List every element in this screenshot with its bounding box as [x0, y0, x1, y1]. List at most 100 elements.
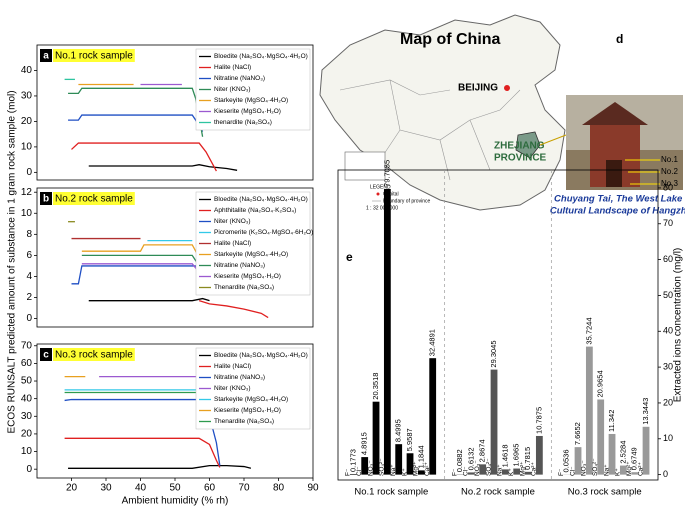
legend-item: Capital [383, 191, 399, 197]
x-tick-label: 50 [169, 483, 181, 494]
legend-box [195, 191, 311, 296]
value-label: 0.0882 [455, 449, 464, 472]
photo: No.1 No.2 No.3 Chuyang Tai, The West Lak… [550, 95, 685, 217]
x-tick-label: 70 [238, 483, 250, 494]
series-line [71, 142, 217, 172]
category-label: Ca²⁺ [424, 462, 431, 476]
y-tick-label: 40 [663, 326, 673, 336]
category-label: Na⁺ [497, 464, 504, 476]
value-label: 35.7244 [584, 317, 593, 344]
y-tick-label: 70 [21, 340, 33, 351]
bar [524, 471, 532, 475]
photo-caption: Cultural Landscape of Hangzhou [550, 206, 685, 217]
bar [406, 453, 414, 475]
value-label: 11.342 [607, 410, 616, 432]
series-line [198, 300, 269, 319]
panel-badge [40, 49, 52, 62]
category-label: SO₄²⁻ [379, 458, 386, 476]
value-label: 1.1844 [416, 445, 425, 468]
y-tick-label: 50 [21, 376, 33, 387]
tower-roof [582, 102, 648, 125]
y-tick-label: 80 [663, 182, 673, 192]
category-label: Cl⁻ [463, 466, 470, 476]
bar [619, 465, 627, 475]
category-label: Mg²⁺ [413, 461, 420, 476]
y-tick-label: 30 [663, 361, 673, 371]
legend-label: Thenardite (Na₂SO₄) [214, 418, 274, 425]
map-panel: Map of China BEIJING ZHEJIANG PROVINCE L… [319, 14, 623, 211]
legend-label: Picromerite (K₂SO₄·MgSO₄·6H₂O) [214, 229, 313, 236]
category-label: Mg²⁺ [626, 461, 633, 476]
y-axis-title: ECOS RUNSALT predicted amount of substan… [7, 90, 18, 433]
category-label: F⁻ [558, 468, 565, 476]
legend-label: thenardite (Na₂SO₄) [214, 119, 272, 126]
bar [513, 468, 521, 475]
y-tick-label: 50 [663, 290, 673, 300]
category-label: SO₄²⁻ [485, 458, 492, 476]
group-label: No.3 rock sample [568, 487, 642, 498]
value-label: 0.6132 [466, 447, 475, 470]
title-highlight [53, 49, 135, 62]
y-tick-label: 4 [26, 271, 32, 282]
value-label: 2.8674 [478, 439, 487, 462]
category-label: F⁻ [345, 468, 352, 476]
legend-label: Kieserite (MgSO₄·H₂O) [214, 273, 281, 280]
panel-badge [40, 348, 52, 361]
legend-label: Bloedite (Na₂SO₄·MgSO₄·4H₂O) [214, 352, 308, 359]
value-label: 7.6652 [573, 422, 582, 445]
panel-label: d [616, 32, 623, 46]
legend-label: Nitratine (NaNO₃) [214, 75, 265, 82]
tower-door [606, 160, 622, 187]
y-tick-label: 10 [21, 208, 33, 219]
y-tick-label: 2 [26, 292, 32, 303]
legend-label: Niter (KNO₃) [214, 86, 251, 93]
y-tick-label: 20 [21, 116, 33, 127]
category-label: Na⁺ [603, 464, 610, 476]
y-tick-label: 40 [21, 65, 33, 76]
value-label: 29.3045 [489, 340, 498, 367]
legend-label: Bloedite (Na₂SO₄·MgSO₄·4H₂O) [214, 53, 308, 60]
category-label: Ca²⁺ [531, 462, 538, 476]
bar [467, 472, 475, 475]
value-label: 10.7875 [534, 407, 543, 434]
series-line [64, 437, 221, 468]
inset-map [344, 151, 386, 181]
x-tick-label: 40 [135, 483, 147, 494]
panel-badge [40, 192, 52, 205]
value-label: 13.3443 [641, 398, 650, 425]
legend-label: Bloedite (Na₂SO₄·MgSO₄·4H₂O) [214, 196, 308, 203]
series-line [88, 164, 238, 171]
legend-label: Niter (KNO₃) [214, 218, 251, 225]
panel-label: b [43, 194, 49, 205]
bar [372, 401, 380, 475]
category-label: SO₄²⁻ [592, 458, 599, 476]
bar [585, 346, 593, 475]
y-tick-label: 30 [21, 91, 33, 102]
connector [539, 134, 567, 146]
legend-label: Thenardite (Na₂SO₄) [214, 284, 274, 291]
bar [417, 470, 425, 475]
series-line [68, 465, 252, 469]
x-tick-label: 80 [273, 483, 285, 494]
category-label: Na⁺ [390, 464, 397, 476]
series-line [71, 265, 204, 285]
panel-title: No.3 rock sample [55, 350, 133, 361]
panel-title: No.1 rock sample [55, 51, 133, 62]
capital-label: BEIJING [458, 83, 498, 94]
bar [429, 358, 437, 475]
legend-item: Boundary of province [383, 198, 430, 204]
bar [597, 399, 605, 475]
category-label: Cl⁻ [569, 466, 576, 476]
zhejiang-region [515, 131, 541, 159]
y-tick-label: 0 [26, 313, 32, 324]
series-line [68, 87, 204, 137]
bar [490, 369, 498, 475]
x-tick-label: 60 [204, 483, 216, 494]
plot-frame [337, 169, 659, 481]
bar [361, 457, 369, 475]
category-label: NO₃⁻ [581, 460, 588, 476]
value-label: 20.9654 [596, 370, 605, 397]
province-label: PROVINCE [494, 153, 547, 164]
y-tick-label: 60 [663, 254, 673, 264]
legend-label: Nitratine (NaNO₃) [214, 262, 265, 269]
